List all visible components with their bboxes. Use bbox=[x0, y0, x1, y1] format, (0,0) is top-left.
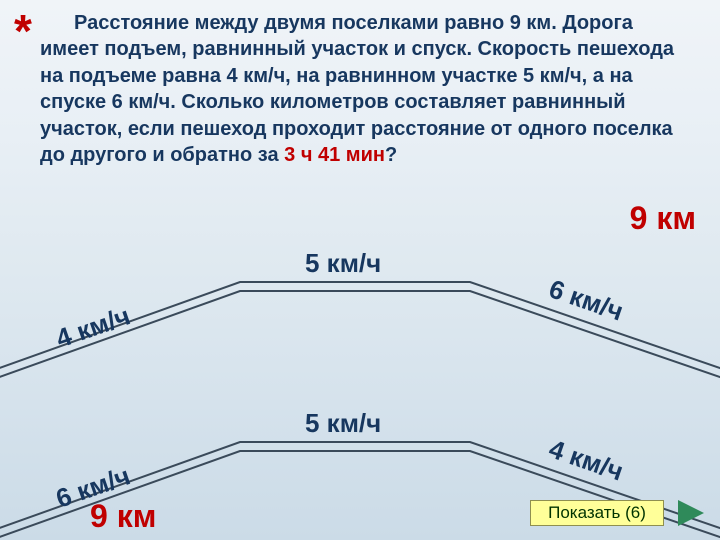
road1-flat-label: 5 км/ч bbox=[305, 248, 381, 279]
next-icon[interactable] bbox=[678, 500, 704, 526]
show-button[interactable]: Показать (6) bbox=[530, 500, 664, 526]
road2-flat-label: 5 км/ч bbox=[305, 408, 381, 439]
distance-bottom: 9 км bbox=[90, 498, 156, 535]
